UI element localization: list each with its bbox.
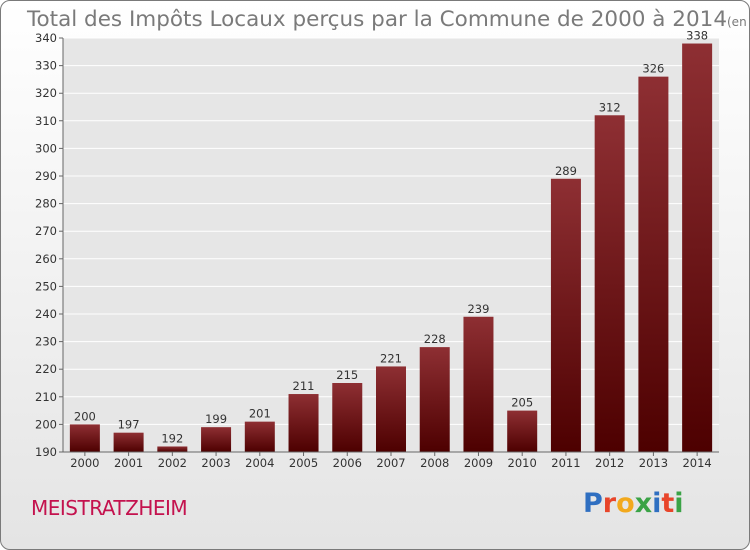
x-tick-label: 2005 bbox=[289, 456, 318, 470]
bar-2009 bbox=[463, 316, 494, 452]
bar-2001 bbox=[113, 432, 144, 452]
proxiti-logo: Proxiti bbox=[583, 488, 684, 519]
commune-name: MEISTRATZHEIM bbox=[31, 496, 188, 520]
bar-value-label: 192 bbox=[161, 431, 183, 445]
y-tick-label: 290 bbox=[35, 169, 57, 183]
y-tick-label: 220 bbox=[35, 362, 57, 376]
y-tick-label: 190 bbox=[35, 445, 57, 459]
bar-value-label: 197 bbox=[118, 418, 140, 432]
y-tick-label: 340 bbox=[35, 31, 57, 45]
y-tick-label: 250 bbox=[35, 279, 57, 293]
bar-2012 bbox=[594, 115, 625, 452]
chart-title: Total des Impôts Locaux perçus par la Co… bbox=[27, 7, 749, 32]
chart-title-main: Total des Impôts Locaux perçus par la Co… bbox=[27, 7, 727, 32]
y-tick-label: 310 bbox=[35, 114, 57, 128]
x-tick-label: 2004 bbox=[245, 456, 274, 470]
logo-letter: i bbox=[652, 488, 662, 519]
bar-2003 bbox=[201, 427, 232, 452]
bar-2007 bbox=[376, 366, 406, 452]
x-tick-label: 2008 bbox=[420, 456, 449, 470]
chart-unit-note: (en milliers d'€) bbox=[727, 15, 749, 29]
logo-letter: P bbox=[583, 488, 603, 519]
y-axis: 190 200 210 220 230 240 250 260 270 280 290 300 310 3… bbox=[35, 31, 64, 459]
bar-2013 bbox=[638, 76, 669, 452]
logo-letter: t bbox=[661, 488, 675, 519]
bar-value-label: 211 bbox=[293, 379, 315, 393]
x-tick-label: 2013 bbox=[639, 456, 668, 470]
x-tick-label: 2003 bbox=[201, 456, 230, 470]
y-tick-label: 240 bbox=[35, 307, 57, 321]
bar-value-label: 289 bbox=[555, 164, 577, 178]
y-tick-label: 330 bbox=[35, 59, 57, 73]
x-tick-label: 2007 bbox=[376, 456, 405, 470]
bar-value-label: 326 bbox=[642, 62, 664, 76]
bars: 200 197 192 199 201 211 215 221 228 239 205 289 312 3… bbox=[69, 29, 713, 453]
bar-2000 bbox=[69, 424, 100, 452]
logo-letter: r bbox=[602, 488, 617, 519]
x-tick-label: 2010 bbox=[508, 456, 537, 470]
x-tick-label: 2001 bbox=[114, 456, 143, 470]
bar-2005 bbox=[288, 394, 319, 452]
bar-value-label: 215 bbox=[336, 368, 358, 382]
bar-value-label: 338 bbox=[686, 29, 708, 43]
x-tick-label: 2012 bbox=[595, 456, 624, 470]
bar-value-label: 228 bbox=[424, 332, 446, 346]
bar-value-label: 201 bbox=[249, 407, 271, 421]
x-tick-label: 2002 bbox=[158, 456, 187, 470]
y-tick-label: 320 bbox=[35, 86, 57, 100]
bar-2011 bbox=[550, 178, 581, 452]
y-tick-label: 280 bbox=[35, 197, 57, 211]
bar-2008 bbox=[419, 347, 450, 452]
x-tick-label: 2014 bbox=[682, 456, 711, 470]
logo-letter: o bbox=[616, 488, 635, 519]
x-tick-label: 2000 bbox=[70, 456, 99, 470]
x-tick-label: 2011 bbox=[551, 456, 580, 470]
bar-2004 bbox=[244, 421, 275, 452]
bar-2014 bbox=[682, 43, 713, 453]
y-tick-label: 200 bbox=[35, 417, 57, 431]
bar-value-label: 199 bbox=[205, 412, 227, 426]
bar-value-label: 221 bbox=[380, 351, 402, 365]
bar-2002 bbox=[157, 446, 188, 452]
bar-2006 bbox=[332, 383, 363, 452]
x-tick-label: 2006 bbox=[333, 456, 362, 470]
y-tick-label: 210 bbox=[35, 390, 57, 404]
bar-value-label: 312 bbox=[599, 100, 621, 114]
y-tick-label: 270 bbox=[35, 224, 57, 238]
x-tick-label: 2009 bbox=[464, 456, 493, 470]
bar-value-label: 239 bbox=[467, 302, 489, 316]
logo-letter: x bbox=[634, 488, 653, 519]
bar-value-label: 200 bbox=[74, 409, 96, 423]
y-tick-label: 300 bbox=[35, 141, 57, 155]
x-axis: 2000 2001 2002 2003 2004 2005 2006 2007 2008 2009… bbox=[63, 451, 719, 470]
logo-letter: i bbox=[674, 488, 684, 519]
y-tick-label: 260 bbox=[35, 252, 57, 266]
bar-2010 bbox=[507, 410, 538, 452]
y-tick-label: 230 bbox=[35, 335, 57, 349]
bar-value-label: 205 bbox=[511, 396, 533, 410]
